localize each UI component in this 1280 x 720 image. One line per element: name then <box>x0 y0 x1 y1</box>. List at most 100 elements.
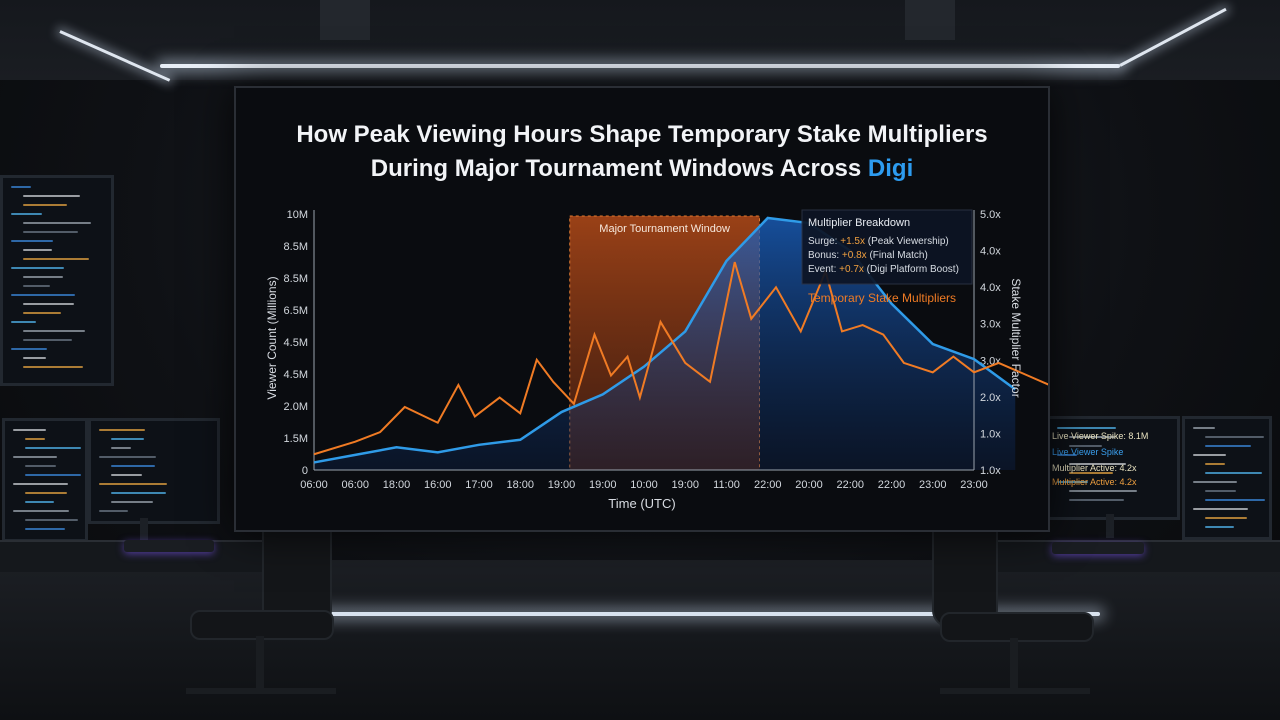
x-tick-label: 23:00 <box>919 479 947 491</box>
monitor-text-line <box>1205 490 1236 492</box>
left-desk-monitor-1 <box>2 418 88 542</box>
y-left-tick-label: 6.5M <box>284 305 308 317</box>
monitor-text-line <box>1205 472 1262 474</box>
legend-row-value: +0.8x <box>842 250 870 261</box>
legend-row-value: +0.7x <box>839 264 867 275</box>
monitor-stand <box>1106 514 1114 538</box>
monitor-text-line <box>111 438 144 440</box>
monitor-text-line <box>23 339 72 341</box>
chair-base <box>940 688 1090 694</box>
monitor-text-line <box>11 294 75 296</box>
y-right-tick-label: 1.0x <box>980 465 1001 477</box>
legend-row-desc: (Final Match) <box>869 250 927 261</box>
y-left-tick-label: 10M <box>287 209 308 221</box>
legend-row-key: Event: <box>808 264 839 275</box>
monitor-text-line <box>99 510 128 512</box>
x-tick-label: 23:00 <box>960 479 988 491</box>
monitor-text-line <box>13 456 57 458</box>
x-tick-label: 06:00 <box>300 479 328 491</box>
legend-row-desc: (Digi Platform Boost) <box>867 264 959 275</box>
monitor-text-line <box>1205 499 1265 501</box>
x-tick-label: 11:00 <box>713 479 740 491</box>
x-tick-label: 19:00 <box>548 479 576 491</box>
monitor-text-line <box>11 321 36 323</box>
monitor-text-line <box>25 474 81 476</box>
live-viewer-readout: Live Viewer Spike: 8.1M <box>1052 431 1149 441</box>
ceiling-vent <box>905 0 955 40</box>
y-right-tick-label: 2.0x <box>980 392 1001 404</box>
monitor-text-line <box>1205 463 1225 465</box>
monitor-text-line <box>23 312 61 314</box>
monitor-text-line <box>1069 445 1102 447</box>
y-left-tick-label: 4.5M <box>284 337 308 349</box>
left-wall-monitor <box>0 175 114 386</box>
monitor-text-line <box>25 492 67 494</box>
monitor-text-line <box>1193 454 1226 456</box>
left-desk-monitor-2 <box>88 418 220 524</box>
monitor-text-line <box>1069 472 1113 474</box>
monitor-text-line <box>23 330 85 332</box>
keyboard-left <box>124 540 214 552</box>
multiplier-active-readout: Multiplier Active: 4.2x <box>1052 463 1137 473</box>
monitor-text-line <box>1069 463 1126 465</box>
legend-row: Bonus: +0.8x (Final Match) <box>808 250 928 261</box>
axes-group: 0 1.5M 2.0M 4.5M 4.5M 6.5M 8.5M 8.5M 10M 1.0x 1.0x… <box>284 209 1002 491</box>
y-left-tick-label: 4.5M <box>284 369 308 381</box>
monitor-text-line <box>11 186 31 188</box>
x-tick-label: 18:00 <box>506 479 534 491</box>
chart-svg: How Peak Viewing Hours Shape Temporary S… <box>265 121 1048 511</box>
x-tick-label: 18:00 <box>383 479 411 491</box>
chart-title-brand: Digi <box>868 155 913 182</box>
monitor-text-line <box>111 501 153 503</box>
x-tick-label: 06:00 <box>341 479 369 491</box>
monitor-text-line <box>111 492 166 494</box>
x-axis-label: Time (UTC) <box>608 496 675 511</box>
tournament-window-label: Major Tournament Window <box>599 223 730 235</box>
monitor-text-line <box>1069 499 1124 501</box>
monitor-text-line <box>99 429 145 431</box>
monitor-text-line <box>1193 508 1248 510</box>
ceiling-light-strip <box>160 64 1120 68</box>
right-desk-monitor-2 <box>1182 416 1272 540</box>
monitor-text-line <box>23 285 50 287</box>
monitor-text-line <box>99 456 156 458</box>
multiplier-active-readout-2: Multiplier Active: 4.2x <box>1052 477 1137 487</box>
y-left-tick-label: 0 <box>302 465 308 477</box>
chair-seat-left <box>190 610 334 640</box>
monitor-text-line <box>25 465 56 467</box>
monitor-text-line <box>1205 517 1247 519</box>
y-right-tick-label: 5.0x <box>980 209 1001 221</box>
monitor-text-line <box>23 303 74 305</box>
monitor-text-line <box>13 510 69 512</box>
monitor-text-line <box>23 195 80 197</box>
chair-leg <box>1010 638 1018 690</box>
ceiling-vent <box>320 0 370 40</box>
chair-leg <box>256 636 264 690</box>
main-chart-screen: How Peak Viewing Hours Shape Temporary S… <box>234 86 1050 532</box>
monitor-text-line <box>25 501 54 503</box>
monitor-text-line <box>25 528 65 530</box>
monitor-text-line <box>1205 436 1264 438</box>
legend-box <box>801 209 973 285</box>
legend-series-label: Temporary Stake Multipliers <box>808 291 956 305</box>
monitor-text-line <box>23 258 89 260</box>
monitor-text-line <box>1069 436 1115 438</box>
x-tick-label: 16:00 <box>424 479 452 491</box>
y-left-tick-label: 8.5M <box>284 241 308 253</box>
monitor-text-line <box>25 519 78 521</box>
monitor-text-line <box>11 213 42 215</box>
legend-row-key: Bonus: <box>808 250 842 261</box>
monitor-text-line <box>13 429 46 431</box>
viewer-count-line <box>313 216 1016 464</box>
monitor-text-line <box>13 483 68 485</box>
y-left-tick-label: 2.0M <box>284 401 308 413</box>
legend-row-desc: (Peak Viewership) <box>868 236 949 247</box>
monitor-stand <box>140 518 148 540</box>
x-tick-label: 19:00 <box>671 479 699 491</box>
y-left-tick-label: 1.5M <box>284 433 308 445</box>
monitor-text-line <box>1057 481 1088 483</box>
y-right-tick-label: 1.0x <box>980 428 1001 440</box>
monitor-text-line <box>23 222 91 224</box>
monitor-text-line <box>1205 445 1251 447</box>
chart-title-line1: How Peak Viewing Hours Shape Temporary S… <box>296 121 987 148</box>
